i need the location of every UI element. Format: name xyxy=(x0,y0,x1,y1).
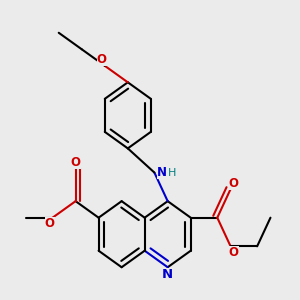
Text: H: H xyxy=(168,168,176,178)
Text: O: O xyxy=(70,156,81,169)
Text: O: O xyxy=(97,53,107,66)
Text: N: N xyxy=(162,268,173,281)
Text: O: O xyxy=(45,217,55,230)
Text: O: O xyxy=(229,177,238,190)
Text: O: O xyxy=(229,246,238,259)
Text: N: N xyxy=(157,166,167,179)
